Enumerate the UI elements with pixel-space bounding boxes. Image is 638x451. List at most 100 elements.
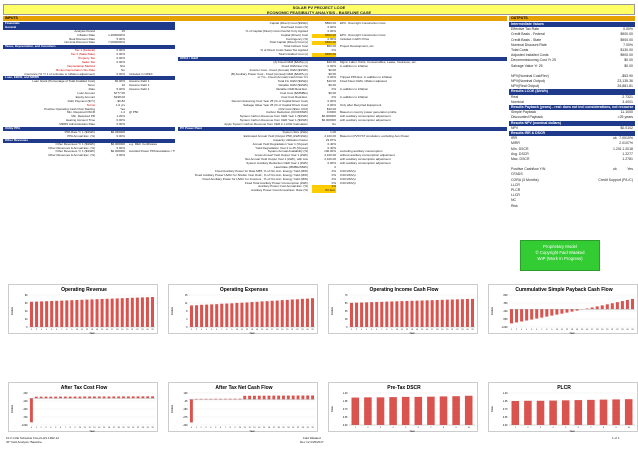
output-value[interactable]: $0.00 <box>624 58 633 63</box>
input-left-value[interactable]: $777.00 <box>114 92 125 96</box>
input-left-value[interactable]: 0.00% <box>116 57 125 61</box>
input-mid-value[interactable]: 0.00% <box>327 64 336 68</box>
input-mid-value[interactable]: 100.00% <box>324 150 336 154</box>
output-value[interactable]: -$53.90 <box>621 73 633 78</box>
input-mid-value[interactable]: 0% <box>331 173 336 177</box>
input-mid-value[interactable]: 0% Esc. <box>312 189 336 194</box>
input-mid-value[interactable]: $0.00 <box>328 92 336 96</box>
input-mid-value[interactable]: $0.00 <box>328 84 336 88</box>
input-mid-value[interactable]: $0.006000 <box>321 115 336 119</box>
output-value[interactable]: 1.2018 <box>622 146 633 151</box>
input-mid-value[interactable]: 0.00% <box>327 37 336 41</box>
output-value[interactable]: $130.00 <box>620 47 633 52</box>
input-mid-value[interactable]: $10.00 <box>326 60 336 64</box>
input-mid-value[interactable]: $800.00 <box>312 41 336 46</box>
input-left-value[interactable]: $0.000000 <box>110 150 125 154</box>
output-value[interactable]: 1.2781 <box>622 156 633 161</box>
output-value[interactable]: Yes <box>627 167 633 172</box>
input-left-value[interactable]: 1.20% <box>116 115 125 119</box>
input-mid-value[interactable]: 0 <box>334 165 336 169</box>
input-mid-value[interactable]: 0.00% <box>327 99 336 103</box>
input-left-value[interactable]: 5.00% <box>116 88 125 92</box>
input-mid-value[interactable]: 0% <box>331 177 336 181</box>
input-left-row: Tenor 10 Assume Debt 1 <box>3 84 175 88</box>
output-value[interactable]: 2.7321 <box>622 94 633 99</box>
input-left-value[interactable]: -$6.82 <box>116 99 125 103</box>
input-mid-value[interactable]: $800.00 <box>312 33 336 38</box>
output-value[interactable]: >25 years <box>617 115 633 120</box>
output-value[interactable]: 7.0010% <box>619 136 633 141</box>
input-left-value[interactable]: 0.00% <box>116 134 125 138</box>
input-mid-value[interactable]: 0% <box>331 169 336 173</box>
input-mid-value[interactable]: 0.40% <box>327 142 336 146</box>
input-mid-value[interactable]: 0.40% <box>327 146 336 150</box>
chart-x-tick-label: 22 <box>137 427 140 429</box>
input-left-row: Nominal Discount Rate 7.0000000% <box>3 41 175 45</box>
input-left-value[interactable]: 1.2000000% <box>108 33 125 37</box>
input-left-value[interactable]: 0.00% <box>116 119 125 123</box>
input-mid-value[interactable]: 0.6000 <box>326 111 336 115</box>
output-value[interactable]: 7.00% <box>623 42 633 47</box>
input-left-value[interactable]: $0.030000 <box>110 130 125 134</box>
output-value[interactable]: $900.00 <box>620 53 633 58</box>
input-left-value[interactable]: 0.00% <box>116 154 125 158</box>
input-left-label: Other Revenues & Annual Esc. (%) <box>48 146 95 150</box>
output-value[interactable]: Credit Support (P/L/C) <box>598 177 633 182</box>
input-mid-value[interactable]: 0% <box>331 49 336 53</box>
input-left-value[interactable]: 0.00% <box>116 123 125 127</box>
output-value[interactable]: 23,135.36 <box>617 79 633 84</box>
input-left-value[interactable]: 5.00% <box>116 37 125 41</box>
input-left-value[interactable]: 10 <box>121 84 125 88</box>
input-mid-value[interactable]: $50.00 <box>326 45 336 49</box>
output-value[interactable]: 2.0107% <box>619 141 633 146</box>
input-mid-value[interactable]: 0% <box>312 185 336 190</box>
input-mid-value[interactable]: 0.00% <box>327 76 336 80</box>
input-mid-value[interactable]: $10.00 <box>326 80 336 84</box>
output-value[interactable]: 0.00% <box>623 27 633 32</box>
input-left-value[interactable]: No <box>121 68 125 72</box>
output-value[interactable]: $0.00 <box>624 63 633 68</box>
input-mid-value[interactable]: $850.00 <box>312 53 336 58</box>
report-title: SOLAR PV PROJECT LCOE <box>292 5 346 10</box>
chart-x-tick-label: 11 <box>244 427 247 429</box>
output-value[interactable]: $900.00 <box>620 32 633 37</box>
input-mid-value[interactable]: 0% <box>331 95 336 99</box>
input-mid-value[interactable]: 0% <box>331 88 336 92</box>
output-value[interactable]: 26,881.81 <box>617 84 633 89</box>
input-left-value[interactable]: 0.00% <box>116 146 125 150</box>
input-left-value[interactable]: 0.00% <box>116 53 125 57</box>
input-left-value[interactable]: $0.000000 <box>110 142 125 146</box>
input-mid-value[interactable]: $0.00 <box>328 72 336 76</box>
input-mid-value[interactable]: $10.00 <box>326 107 336 111</box>
input-mid-value[interactable]: $800.00 <box>325 22 336 25</box>
input-mid-value[interactable]: 1.00 <box>330 130 336 134</box>
input-mid-value[interactable]: $0.00 <box>328 68 336 72</box>
input-mid-value[interactable]: 2,100.00 <box>324 158 336 162</box>
output-value[interactable]: 3.4001 <box>622 99 633 104</box>
input-left-value[interactable]: 0.00% <box>116 72 125 76</box>
input-left-value[interactable]: 1.2 <box>120 111 125 115</box>
input-mid-value[interactable]: 0% <box>331 181 336 185</box>
input-left-value[interactable]: 1.0 yrs <box>115 103 125 107</box>
input-left-value[interactable]: $198.00 <box>114 95 125 99</box>
output-value[interactable]: $900.00 <box>620 37 633 42</box>
input-left-value[interactable]: 0.00% <box>116 49 125 53</box>
input-left-value[interactable]: 60.00% <box>114 80 125 84</box>
output-value[interactable]: 1.2277 <box>622 151 633 156</box>
input-left-value[interactable]: 25 <box>121 29 125 33</box>
input-mid-value[interactable]: 2,100.00 <box>324 154 336 158</box>
input-mid-value[interactable]: 23.97% <box>325 138 336 142</box>
output-value[interactable]: 11.1000 <box>620 110 633 115</box>
input-mid-value[interactable]: 2,100.00 <box>324 134 336 138</box>
input-mid-value[interactable]: 0.00% <box>327 162 336 166</box>
output-value[interactable]: $0.0102 <box>620 125 633 130</box>
input-mid-value[interactable]: No <box>332 123 336 127</box>
input-left-value[interactable]: N/A <box>119 64 125 68</box>
input-left-value[interactable]: Yes <box>120 107 125 111</box>
input-left-value[interactable]: 7.0000000% <box>108 41 125 45</box>
input-mid-value[interactable]: 0.00% <box>327 29 336 33</box>
input-left-value[interactable]: 0.00% <box>116 60 125 64</box>
input-mid-value[interactable]: $0.006000 <box>321 119 336 123</box>
input-mid-value[interactable]: 0.00% <box>327 103 336 107</box>
input-mid-value[interactable]: 0.00% <box>327 25 336 29</box>
